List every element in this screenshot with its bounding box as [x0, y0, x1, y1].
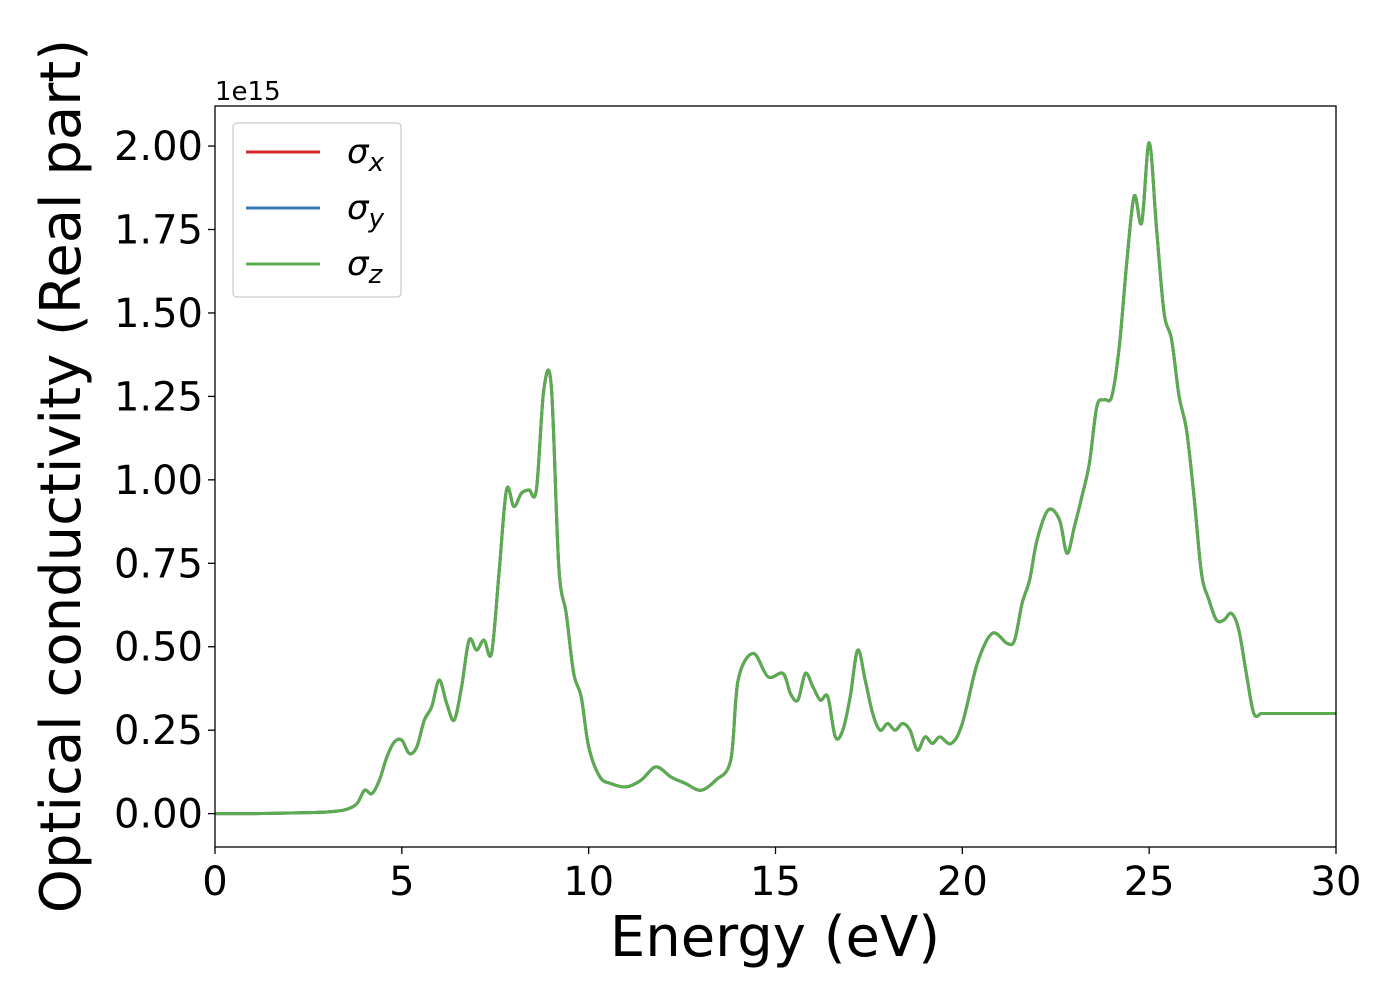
x-tick-label: 20	[937, 859, 988, 905]
y-tick-label: 1.50	[114, 291, 203, 337]
y-offset-label: 1e15	[215, 77, 281, 107]
y-axis-ticks: 0.00 0.25 0.50 0.75 1.00 1.25 1.50 1.75 2.00	[114, 124, 215, 838]
legend-label-1: σx	[347, 132, 385, 178]
y-tick-label: 0.50	[114, 625, 203, 671]
legend-label-2: σy	[347, 188, 385, 234]
y-tick-label: 0.25	[114, 708, 203, 754]
y-tick-label: 0.75	[114, 541, 203, 587]
y-tick-label: 2.00	[114, 124, 203, 170]
x-tick-label: 0	[202, 859, 227, 905]
x-axis-ticks: 0 5 10 15 20 25 30	[202, 847, 1361, 905]
y-tick-label: 0.00	[114, 792, 203, 838]
legend-frame	[232, 122, 402, 298]
legend: σx σy σz	[232, 122, 402, 298]
x-axis-label: Energy (eV)	[610, 905, 940, 970]
x-tick-label: 30	[1311, 859, 1362, 905]
x-tick-label: 25	[1124, 859, 1175, 905]
series-line-3	[215, 141, 1336, 816]
y-tick-label: 1.00	[114, 458, 203, 504]
x-tick-label: 5	[389, 859, 414, 905]
y-tick-label: 1.75	[114, 208, 203, 254]
x-tick-label: 15	[750, 859, 801, 905]
x-tick-label: 10	[563, 859, 614, 905]
series-layer	[215, 141, 1336, 816]
y-axis-label: Optical conductivity (Real part)	[29, 39, 94, 913]
legend-label-3: σz	[347, 244, 384, 290]
y-tick-label: 1.25	[114, 374, 203, 420]
